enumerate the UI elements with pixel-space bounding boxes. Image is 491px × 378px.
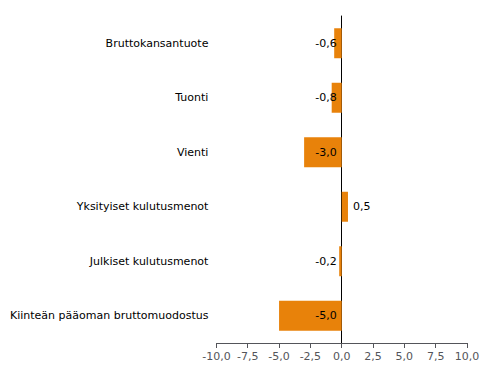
svg-text:-3,0: -3,0 bbox=[315, 146, 336, 159]
svg-text:Kiinteän pääoman bruttomuodost: Kiinteän pääoman bruttomuodostus bbox=[10, 309, 209, 322]
svg-text:-0,2: -0,2 bbox=[315, 255, 336, 268]
svg-text:Vienti: Vienti bbox=[177, 146, 208, 159]
svg-text:0,0: 0,0 bbox=[333, 350, 351, 363]
svg-text:5,0: 5,0 bbox=[396, 350, 414, 363]
svg-text:-10,0: -10,0 bbox=[202, 350, 230, 363]
svg-text:-5,0: -5,0 bbox=[268, 350, 289, 363]
svg-text:-7,5: -7,5 bbox=[237, 350, 258, 363]
svg-text:-0,6: -0,6 bbox=[315, 37, 336, 50]
svg-text:2,5: 2,5 bbox=[364, 350, 382, 363]
svg-text:Julkiset kulutusmenot: Julkiset kulutusmenot bbox=[89, 255, 209, 268]
svg-text:0,5: 0,5 bbox=[353, 200, 371, 213]
svg-text:-2,5: -2,5 bbox=[300, 350, 321, 363]
svg-text:7,5: 7,5 bbox=[427, 350, 445, 363]
svg-text:Bruttokansantuote: Bruttokansantuote bbox=[106, 37, 209, 50]
svg-text:-5,0: -5,0 bbox=[315, 309, 336, 322]
svg-text:Tuonti: Tuonti bbox=[174, 91, 208, 104]
svg-text:Yksityiset kulutusmenot: Yksityiset kulutusmenot bbox=[76, 200, 209, 213]
svg-text:-0,8: -0,8 bbox=[315, 91, 336, 104]
svg-text:10,0: 10,0 bbox=[455, 350, 480, 363]
